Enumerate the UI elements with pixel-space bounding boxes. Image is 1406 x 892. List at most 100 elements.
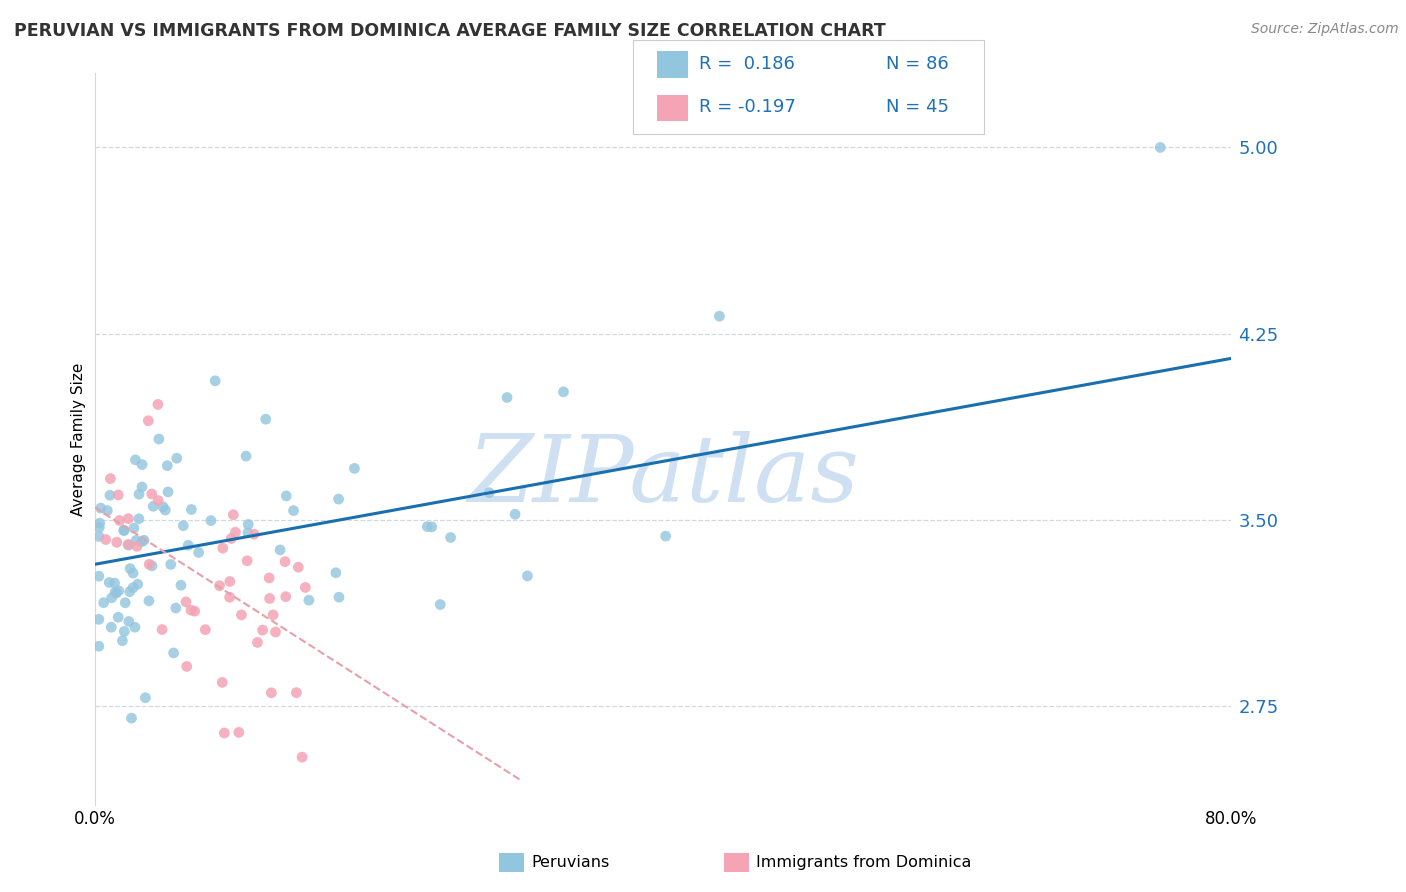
Point [132,533,155,548]
Point [122,521,145,535]
Point [429,598,451,612]
Point [294,581,316,595]
Point [87,639,110,653]
Point [131,534,153,549]
Text: N = 45: N = 45 [886,98,949,116]
Point [503,507,526,521]
Point [298,593,321,607]
Point [264,624,287,639]
Point [117,537,139,551]
Point [177,538,200,552]
Point [274,590,297,604]
Point [152,500,174,514]
Point [183,604,205,618]
Point [496,391,519,405]
Point [439,531,461,545]
Point [214,726,236,740]
Text: R =  0.186: R = 0.186 [699,55,794,73]
Point [285,685,308,699]
Text: N = 86: N = 86 [886,55,949,73]
Point [87,529,110,543]
Point [283,503,305,517]
Point [236,554,259,568]
Point [118,584,141,599]
Point [121,711,143,725]
Point [180,603,202,617]
Point [122,581,145,595]
Point [138,594,160,608]
Point [155,503,177,517]
Point [138,558,160,572]
Point [107,583,129,598]
Point [224,525,246,540]
Point [328,492,350,507]
Point [159,558,181,572]
Point [134,690,156,705]
Point [252,623,274,637]
Text: Immigrants from Dominica: Immigrants from Dominica [756,855,972,870]
Point [211,675,233,690]
Point [111,633,134,648]
Point [93,596,115,610]
Point [257,571,280,585]
Point [141,558,163,573]
Point [254,412,277,426]
Point [114,596,136,610]
Point [87,569,110,583]
Point [112,624,135,639]
Point [218,574,240,589]
Point [141,487,163,501]
Point [709,309,731,323]
Point [142,500,165,514]
Point [260,686,283,700]
Point [325,566,347,580]
Text: ZIPatlas: ZIPatlas [467,431,859,521]
Point [104,585,127,599]
Point [343,461,366,475]
Point [166,451,188,466]
Point [128,487,150,501]
Point [200,514,222,528]
Point [98,488,121,502]
Point [1149,140,1171,154]
Point [156,484,179,499]
Point [103,576,125,591]
Point [204,374,226,388]
Point [107,610,129,624]
Point [478,485,501,500]
Point [269,543,291,558]
Point [90,501,112,516]
Point [125,540,148,554]
Point [112,524,135,538]
Point [416,519,439,533]
Point [105,586,128,600]
Point [516,569,538,583]
Point [170,578,193,592]
Point [165,601,187,615]
Point [228,725,250,739]
Point [100,472,122,486]
Point [136,414,159,428]
Point [146,397,169,411]
Point [118,615,141,629]
Point [124,620,146,634]
Point [117,538,139,552]
Point [96,503,118,517]
Text: Source: ZipAtlas.com: Source: ZipAtlas.com [1251,22,1399,37]
Text: Peruvians: Peruvians [531,855,610,870]
Point [235,449,257,463]
Point [172,518,194,533]
Point [262,607,284,622]
Point [243,527,266,541]
Point [187,545,209,559]
Point [174,595,197,609]
Point [218,591,240,605]
Point [124,453,146,467]
Point [131,480,153,494]
Point [148,493,170,508]
Point [156,458,179,473]
Point [287,560,309,574]
Text: PERUVIAN VS IMMIGRANTS FROM DOMINICA AVERAGE FAMILY SIZE CORRELATION CHART: PERUVIAN VS IMMIGRANTS FROM DOMINICA AVE… [14,22,886,40]
Point [105,535,128,549]
Point [291,750,314,764]
